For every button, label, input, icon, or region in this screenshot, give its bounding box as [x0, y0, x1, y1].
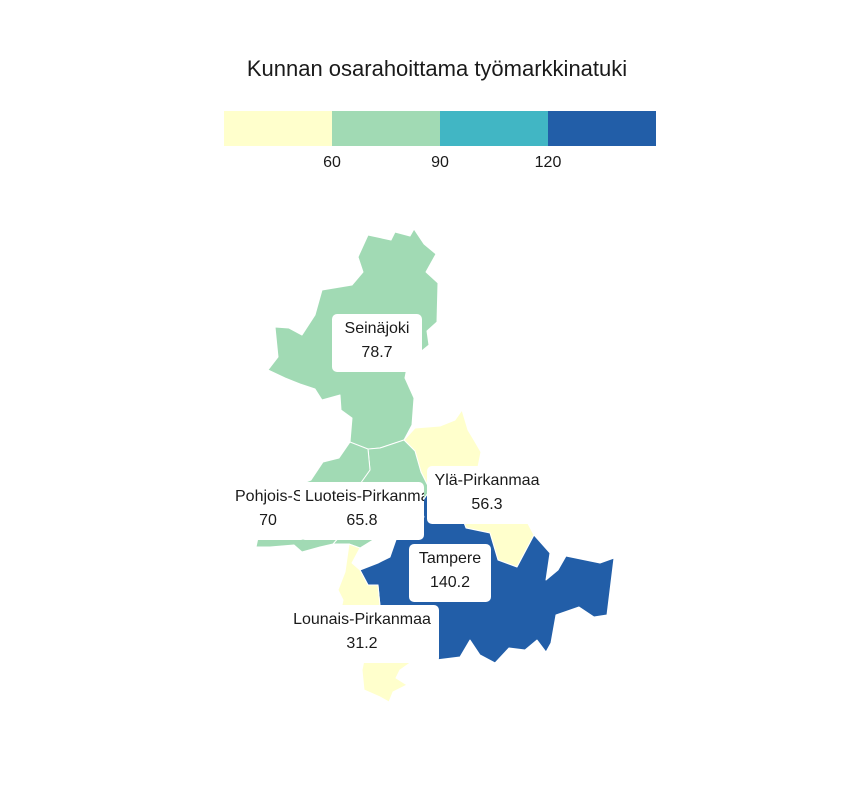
region-label: Lounais-Pirkanmaa 31.2	[285, 605, 439, 663]
region-label-name: Tampere	[418, 550, 482, 567]
region-label-name: Seinäjoki	[344, 320, 410, 337]
region-label-value: 70	[259, 512, 277, 529]
region-label-value: 140.2	[429, 574, 471, 591]
legend-tick: 120	[534, 154, 562, 171]
legend-tick: 60	[323, 154, 341, 171]
region-label-value: 78.7	[361, 344, 393, 361]
legend-swatch-3	[440, 111, 548, 146]
region-label-name: Pohjois-Satakunta	[235, 488, 306, 505]
region-label-value: 56.3	[471, 496, 503, 513]
region-label-name: Luoteis-Pirkanmaa	[305, 488, 424, 505]
region-label: Seinäjoki 78.7	[332, 314, 422, 372]
legend-swatch-1	[224, 111, 332, 146]
region-label: Luoteis-Pirkanmaa 65.8	[300, 482, 424, 540]
color-legend	[224, 111, 656, 146]
region-label: Tampere 140.2	[409, 544, 491, 602]
region-label-value: 31.2	[346, 635, 378, 652]
legend-swatch-2	[332, 111, 440, 146]
map-title: Kunnan osarahoittama työmarkkinatuki	[246, 56, 628, 81]
region-label-value: 65.8	[346, 512, 378, 529]
region-label: Ylä-Pirkanmaa 56.3	[427, 466, 547, 524]
region-label-name: Ylä-Pirkanmaa	[434, 472, 540, 489]
region-label-name: Lounais-Pirkanmaa	[293, 611, 431, 628]
legend-swatch-4	[548, 111, 656, 146]
region-label: Pohjois-Satakunta 70	[230, 482, 306, 540]
legend-tick: 90	[431, 154, 449, 171]
